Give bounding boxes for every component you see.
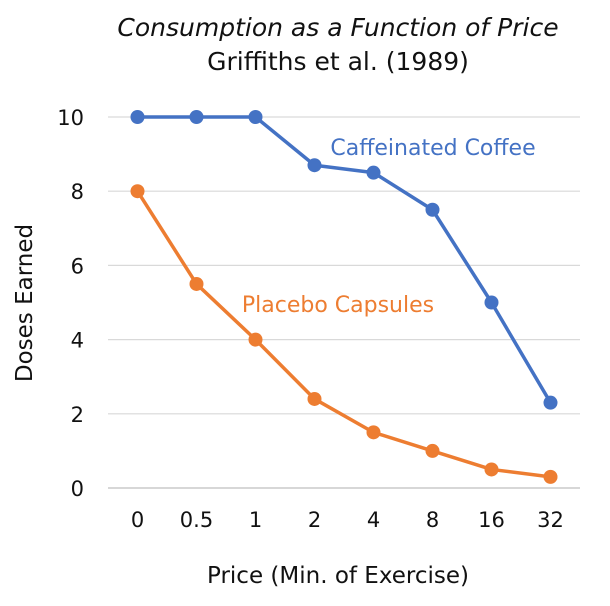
series-line bbox=[136, 190, 551, 479]
x-tick-label: 16 bbox=[478, 508, 505, 532]
x-axis-label: Price (Min. of Exercise) bbox=[207, 563, 469, 589]
chart-title: Consumption as a Function of Price bbox=[117, 13, 558, 42]
data-point bbox=[189, 276, 204, 291]
x-tick-label: 4 bbox=[367, 508, 380, 532]
data-point bbox=[484, 462, 499, 477]
chart-subtitle: Griffiths et al. (1989) bbox=[207, 47, 469, 76]
y-tick-label: 4 bbox=[71, 329, 84, 353]
data-point bbox=[307, 158, 322, 173]
data-point bbox=[307, 391, 322, 406]
data-point bbox=[248, 110, 263, 124]
x-tick-label: 32 bbox=[537, 508, 564, 532]
x-tick-label: 0 bbox=[131, 508, 144, 532]
x-tick-label: 2 bbox=[308, 508, 321, 532]
series-0: Caffeinated Coffee bbox=[130, 110, 558, 410]
data-point bbox=[189, 110, 204, 124]
data-point bbox=[543, 469, 558, 484]
data-point bbox=[248, 332, 263, 347]
data-point bbox=[366, 425, 381, 440]
y-tick-label: 2 bbox=[71, 403, 84, 427]
data-point bbox=[425, 443, 440, 458]
y-tick-label: 8 bbox=[71, 180, 84, 204]
data-point bbox=[543, 395, 558, 410]
data-point bbox=[425, 202, 440, 217]
series-label: Caffeinated Coffee bbox=[330, 136, 535, 161]
y-tick-label: 6 bbox=[71, 254, 84, 278]
series-line bbox=[137, 115, 553, 404]
series-group: Caffeinated Coffee Placebo Capsules bbox=[130, 110, 558, 484]
x-axis-ticks: 0 0.5 1 2 4 8 16 32 bbox=[131, 508, 564, 532]
data-point bbox=[130, 184, 145, 199]
x-tick-label: 1 bbox=[249, 508, 262, 532]
y-axis-label: Doses Earned bbox=[12, 224, 38, 382]
data-point bbox=[366, 165, 381, 180]
series-label: Placebo Capsules bbox=[242, 293, 434, 318]
series-1: Placebo Capsules bbox=[130, 184, 558, 484]
data-point bbox=[130, 110, 145, 124]
x-tick-label: 8 bbox=[426, 508, 439, 532]
x-tick-label: 0.5 bbox=[180, 508, 213, 532]
data-point bbox=[484, 295, 499, 310]
y-tick-label: 0 bbox=[71, 477, 84, 501]
y-tick-label: 10 bbox=[57, 106, 84, 130]
y-axis-ticks: 0 2 4 6 8 10 bbox=[57, 106, 84, 501]
